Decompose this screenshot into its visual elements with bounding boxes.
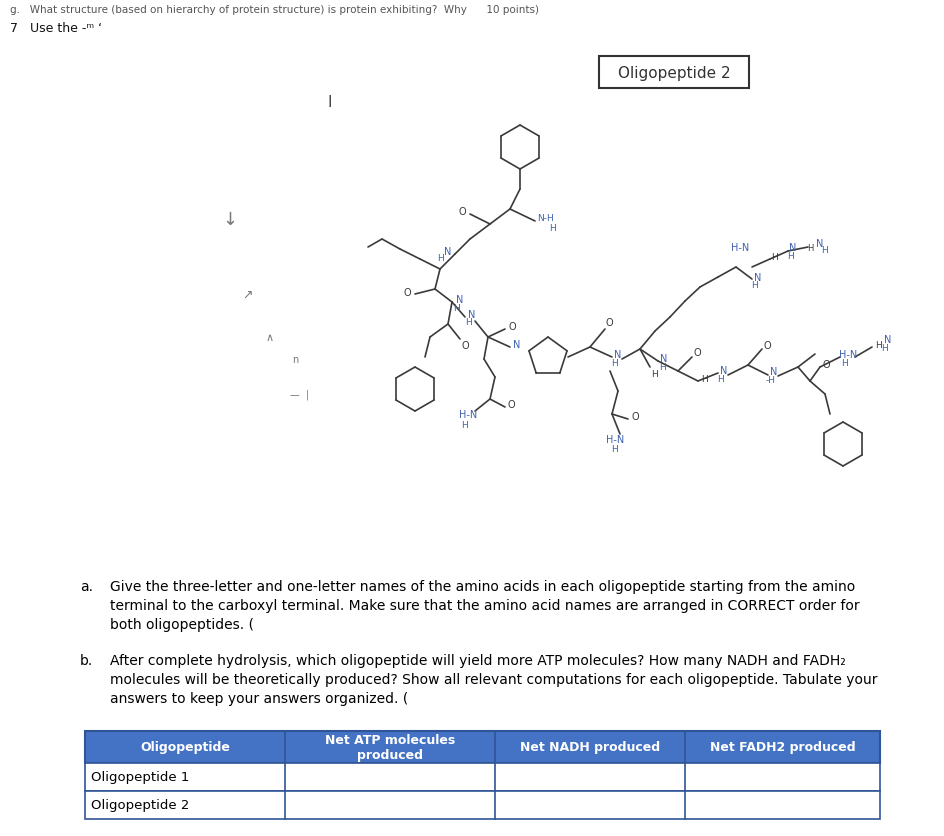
Text: O: O bbox=[693, 348, 700, 358]
Text: N: N bbox=[753, 273, 761, 283]
Text: H-N: H-N bbox=[605, 435, 623, 445]
Text: ↗: ↗ bbox=[243, 288, 253, 301]
Text: N: N bbox=[513, 339, 520, 349]
Text: n: n bbox=[292, 354, 297, 364]
Text: H: H bbox=[881, 343, 887, 352]
Text: Net NADH produced: Net NADH produced bbox=[519, 741, 659, 753]
Text: After complete hydrolysis, which oligopeptide will yield more ATP molecules? How: After complete hydrolysis, which oligope… bbox=[110, 653, 877, 705]
Text: H: H bbox=[820, 245, 828, 254]
Text: N: N bbox=[444, 247, 451, 257]
Text: g.   What structure (based on hierarchy of protein structure) is protein exhibit: g. What structure (based on hierarchy of… bbox=[10, 5, 538, 15]
Text: Net FADH2 produced: Net FADH2 produced bbox=[709, 741, 854, 753]
Text: O: O bbox=[821, 359, 829, 370]
Text: H: H bbox=[611, 445, 617, 454]
Text: I: I bbox=[328, 95, 332, 110]
Text: Oligopeptide: Oligopeptide bbox=[140, 741, 229, 753]
Text: N: N bbox=[614, 349, 621, 359]
Text: N: N bbox=[719, 365, 727, 375]
Text: H: H bbox=[750, 280, 756, 289]
FancyBboxPatch shape bbox=[85, 763, 879, 791]
Text: H: H bbox=[785, 251, 793, 260]
Text: H: H bbox=[841, 358, 848, 367]
Text: H-N: H-N bbox=[459, 410, 477, 420]
Text: H: H bbox=[465, 317, 472, 326]
Text: O: O bbox=[763, 340, 770, 350]
Text: N: N bbox=[456, 294, 464, 304]
Text: Oligopeptide 2: Oligopeptide 2 bbox=[91, 798, 189, 812]
Text: H: H bbox=[452, 303, 459, 312]
Text: H: H bbox=[461, 420, 468, 429]
Text: Oligopeptide 2: Oligopeptide 2 bbox=[617, 65, 730, 80]
Text: O: O bbox=[507, 400, 514, 410]
Text: N-H: N-H bbox=[536, 213, 553, 222]
Text: H: H bbox=[806, 243, 813, 252]
Text: O: O bbox=[508, 322, 515, 332]
Text: ↓: ↓ bbox=[222, 211, 237, 229]
Text: H: H bbox=[874, 340, 881, 349]
Text: H: H bbox=[651, 369, 658, 378]
FancyBboxPatch shape bbox=[598, 57, 749, 89]
Text: Oligopeptide 1: Oligopeptide 1 bbox=[91, 771, 189, 783]
Text: H: H bbox=[700, 374, 708, 383]
Text: N: N bbox=[884, 334, 891, 344]
Text: H: H bbox=[771, 252, 778, 261]
Text: 7   Use the -ᵐ ‘: 7 Use the -ᵐ ‘ bbox=[10, 22, 102, 35]
Text: H-N: H-N bbox=[730, 242, 749, 252]
Text: N: N bbox=[816, 239, 823, 248]
Text: -H: -H bbox=[766, 375, 775, 384]
Text: H-N: H-N bbox=[838, 349, 856, 359]
Text: H: H bbox=[610, 358, 616, 367]
Text: H: H bbox=[549, 223, 556, 232]
Text: a.: a. bbox=[80, 579, 93, 594]
Text: b.: b. bbox=[80, 653, 93, 667]
Text: —  |: — | bbox=[290, 390, 310, 400]
Text: O: O bbox=[458, 206, 465, 217]
Text: N: N bbox=[468, 309, 475, 319]
Text: Give the three-letter and one-letter names of the amino acids in each oligopepti: Give the three-letter and one-letter nam… bbox=[110, 579, 859, 631]
FancyBboxPatch shape bbox=[85, 791, 879, 819]
Text: O: O bbox=[403, 288, 411, 298]
Text: O: O bbox=[461, 340, 468, 350]
Text: N: N bbox=[660, 354, 667, 364]
Text: H: H bbox=[658, 362, 665, 371]
Text: H: H bbox=[436, 253, 443, 263]
FancyBboxPatch shape bbox=[85, 732, 879, 763]
Text: N: N bbox=[788, 242, 796, 252]
Text: O: O bbox=[604, 318, 612, 328]
Text: O: O bbox=[631, 411, 638, 421]
Text: H: H bbox=[716, 374, 722, 383]
Text: N: N bbox=[769, 366, 777, 376]
Text: Net ATP molecules
produced: Net ATP molecules produced bbox=[325, 733, 455, 761]
Text: ∧: ∧ bbox=[265, 333, 274, 343]
